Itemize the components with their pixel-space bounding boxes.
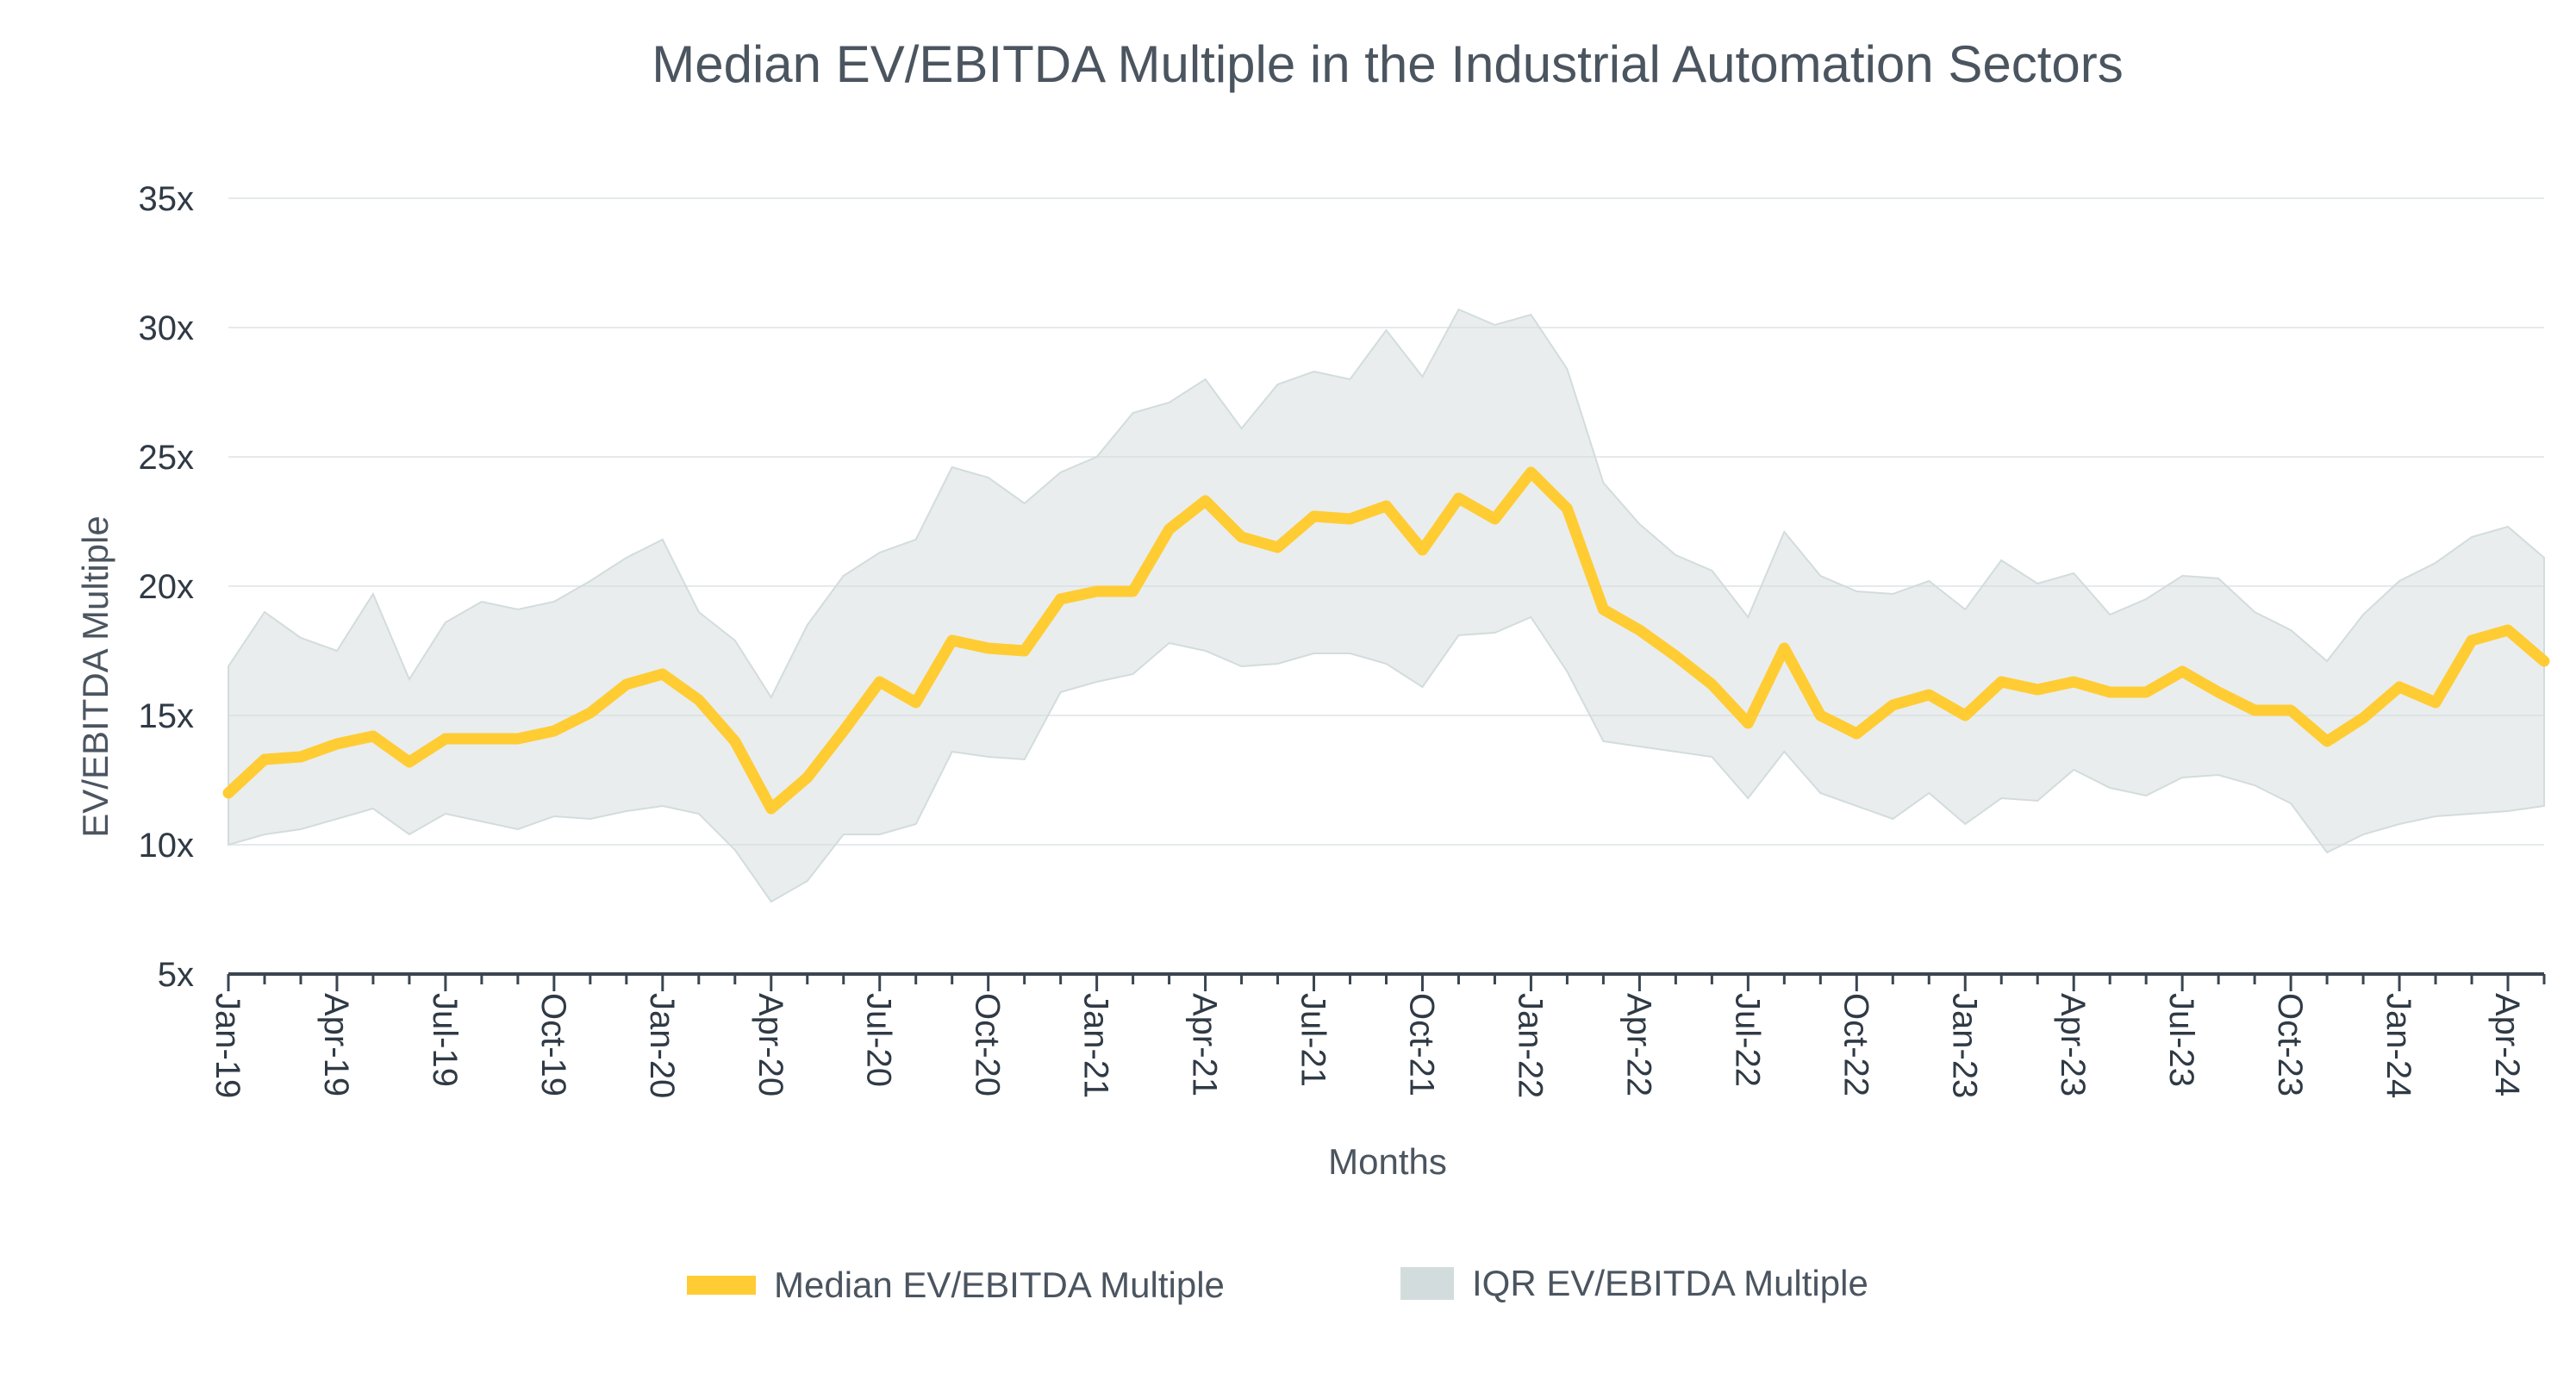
x-tick-label: Apr-23 (2054, 993, 2092, 1096)
x-tick-label: Jan-19 (209, 993, 246, 1098)
x-tick-label: Apr-19 (317, 993, 355, 1096)
x-tick-label: Jul-21 (1294, 993, 1332, 1087)
legend-swatch-median (687, 1276, 756, 1295)
y-axis-title: EV/EBITDA Multiple (75, 515, 115, 837)
iqr-band-layer (228, 308, 2545, 903)
x-tick-label: Apr-20 (752, 993, 789, 1096)
x-tick-label: Jan-24 (2380, 993, 2417, 1098)
x-tick-label: Apr-22 (1619, 993, 1657, 1096)
y-tick-label: 35x (139, 180, 195, 218)
x-tick-label: Oct-20 (969, 993, 1007, 1096)
y-tick-label: 20x (139, 568, 195, 606)
x-tick-label: Jan-23 (1945, 993, 1983, 1098)
legend-label-iqr: IQR EV/EBITDA Multiple (1472, 1263, 1868, 1303)
x-tick-label: Jan-20 (643, 993, 681, 1098)
legend-label-median: Median EV/EBITDA Multiple (774, 1265, 1225, 1305)
legend-swatch-iqr (1400, 1267, 1454, 1300)
x-axis (227, 972, 2546, 991)
x-tick-label: Oct-19 (534, 993, 572, 1096)
median-line-layer (222, 466, 2550, 815)
chart-title: Median EV/EBITDA Multiple in the Industr… (652, 35, 2124, 93)
y-tick-label: 5x (158, 956, 194, 994)
legend: Median EV/EBITDA Multiple IQR EV/EBITDA … (687, 1263, 1868, 1305)
y-tick-label: 25x (139, 439, 195, 477)
x-tick-label: Oct-23 (2271, 993, 2309, 1096)
x-tick-label: Apr-24 (2488, 993, 2526, 1096)
x-axis-title: Months (1328, 1141, 1447, 1182)
median-series-line (222, 466, 2550, 815)
x-tick-label: Oct-21 (1403, 993, 1441, 1096)
x-tick-label: Jan-21 (1077, 993, 1115, 1098)
x-axis-tick-labels: Jan-19 Apr-19 Jul-19 Oct-19 Jan-20 Apr-20 Jul-… (209, 993, 2526, 1098)
y-axis-tick-labels: 5x 10x 15x 20x 25x 30x 35x (139, 180, 195, 994)
y-tick-label: 30x (139, 309, 195, 347)
y-tick-label: 10x (139, 827, 195, 865)
x-tick-label: Jan-22 (1511, 993, 1549, 1098)
x-tick-label: Apr-21 (1186, 993, 1224, 1096)
x-tick-label: Oct-22 (1837, 993, 1874, 1096)
iqr-band-area (228, 308, 2545, 903)
y-tick-label: 15x (139, 697, 195, 735)
x-tick-label: Jul-23 (2162, 993, 2200, 1087)
x-tick-label: Jul-20 (860, 993, 898, 1087)
x-tick-label: Jul-19 (426, 993, 464, 1087)
x-tick-label: Jul-22 (1728, 993, 1766, 1087)
